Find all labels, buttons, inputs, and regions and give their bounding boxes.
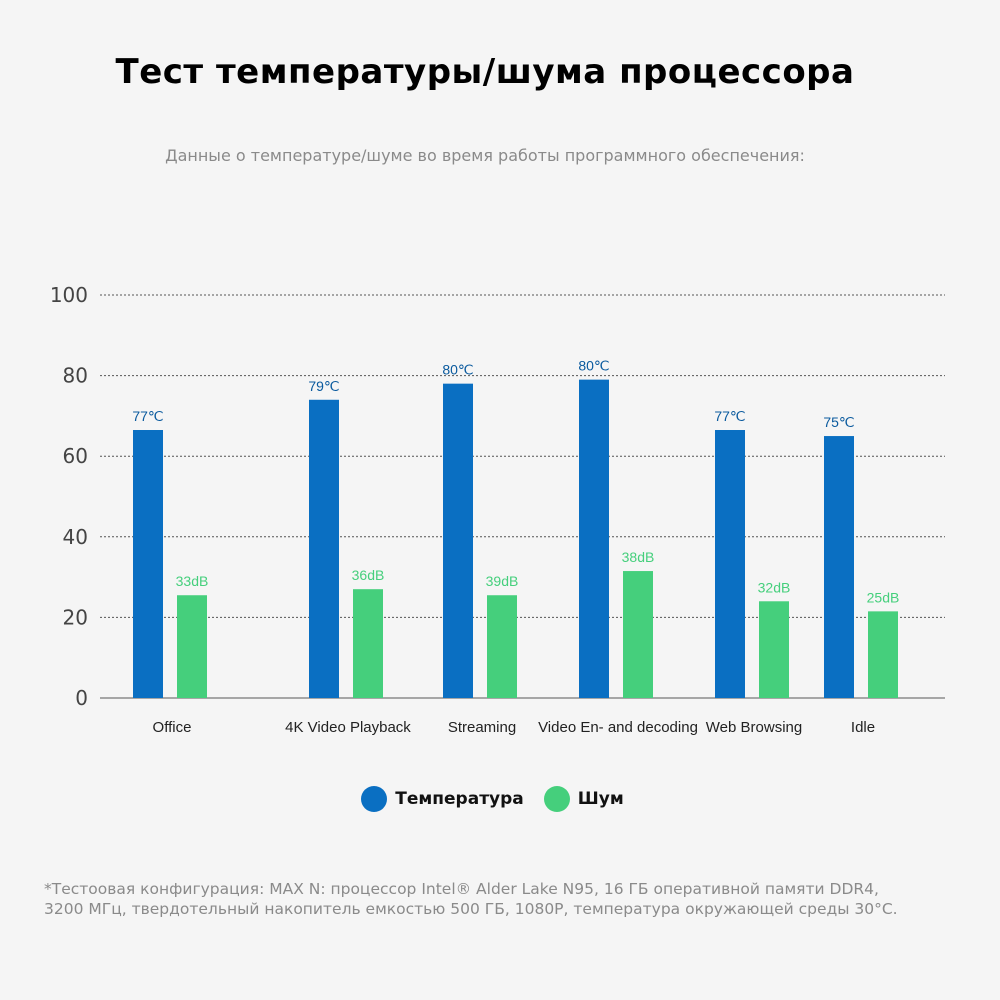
y-tick-label: 0 (75, 686, 88, 710)
bar-noise (623, 571, 653, 698)
data-label-noise: 36dB (352, 567, 385, 583)
footnote: *Тестоовая конфигурация: MAX N: процессо… (44, 879, 964, 919)
bar-noise (487, 595, 517, 698)
x-tick-label: Web Browsing (706, 719, 802, 736)
x-tick-label: Video En- and decoding (538, 719, 698, 736)
legend-item-noise: Шум (543, 786, 624, 812)
data-label-noise: 32dB (758, 579, 791, 595)
legend-label-temperature: Температура (395, 789, 524, 809)
data-label-noise: 38dB (622, 549, 655, 565)
y-tick-label: 20 (63, 605, 88, 629)
x-axis-labels: Office 4K Video Playback Streaming Video En… (153, 719, 876, 736)
x-tick-label: Idle (851, 719, 875, 736)
bar-temperature (443, 383, 473, 698)
data-label-noise: 25dB (867, 589, 900, 605)
y-tick-label: 80 (63, 364, 88, 388)
data-label-temperature: 77℃ (132, 408, 163, 424)
bar-temperature (133, 430, 163, 698)
bar-temperature (824, 436, 854, 698)
legend-item-temperature: Температура (361, 786, 524, 812)
y-tick-label: 60 (63, 444, 88, 468)
bar-noise (353, 589, 383, 698)
x-tick-label: Office (153, 719, 192, 736)
legend-label-noise: Шум (577, 789, 624, 809)
data-label-temperature: 75℃ (823, 414, 854, 430)
bar-noise (759, 601, 789, 698)
y-axis-ticks: 0 20 40 60 80 100 (50, 283, 88, 710)
legend: Температура Шум (0, 786, 985, 812)
legend-swatch-noise (543, 786, 570, 812)
footnote-line-2: 3200 МГц, твердотельный накопитель емкос… (44, 900, 898, 918)
data-label-temperature: 77℃ (714, 408, 745, 424)
grid-lines (100, 294, 945, 699)
data-label-temperature: 79℃ (308, 378, 339, 394)
data-label-temperature: 80℃ (578, 358, 609, 374)
bar-noise (177, 595, 207, 698)
chart-subtitle: Данные о температуре/шуме во время работ… (165, 146, 805, 165)
x-tick-label: 4K Video Playback (285, 719, 411, 736)
bar-temperature (309, 399, 339, 698)
bars: 77℃ 33dB 79℃ 36dB 80℃ 39dB 80℃ 38dB 77℃ 32dB 75℃ 25… (132, 358, 899, 698)
x-tick-label: Streaming (448, 719, 516, 736)
data-label-noise: 39dB (486, 573, 519, 589)
legend-swatch-temperature (361, 786, 388, 812)
bar-noise (868, 611, 898, 698)
footnote-line-1: *Тестоовая конфигурация: MAX N: процессо… (44, 880, 879, 898)
chart-title: Тест температуры/шума процессора (115, 52, 855, 92)
data-label-temperature: 80℃ (442, 362, 473, 378)
bar-temperature (579, 379, 609, 698)
bar-temperature (715, 430, 745, 698)
y-tick-label: 40 (63, 525, 88, 549)
data-label-noise: 33dB (176, 573, 209, 589)
y-tick-label: 100 (50, 283, 88, 307)
